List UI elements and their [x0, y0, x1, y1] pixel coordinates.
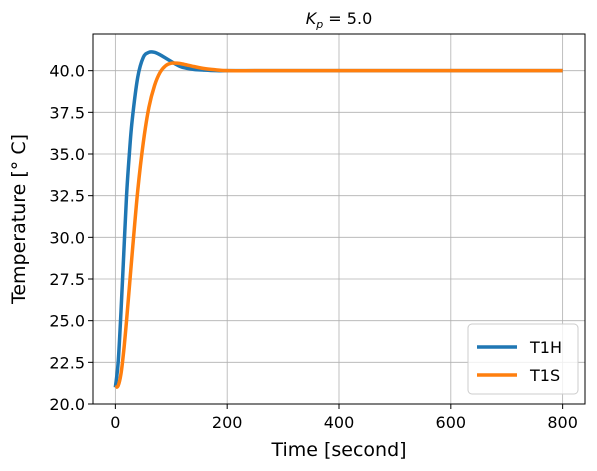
- y-axis-label: Temperature [° C]: [8, 134, 30, 305]
- x-axis-label: Time [second]: [270, 439, 406, 461]
- y-tick-label: 30.0: [49, 228, 85, 247]
- title-subscript: p: [315, 18, 323, 31]
- title-value: = 5.0: [323, 9, 372, 28]
- y-tick-label: 32.5: [49, 187, 85, 206]
- chart-title: Kp = 5.0: [306, 9, 373, 31]
- y-tick-label: 35.0: [49, 145, 85, 164]
- y-tick-label: 25.0: [49, 312, 85, 331]
- series-line-t1s: [114, 61, 563, 390]
- legend-box: [467, 323, 579, 395]
- y-tick-label: 40.0: [49, 62, 85, 81]
- y-tick-label: 20.0: [49, 395, 85, 414]
- y-tick-label: 22.5: [49, 353, 85, 372]
- axis-ticks: 0 200 400 600 800 20.0 22.5 25.0 27.5 30.0 32.5 35.…: [49, 62, 578, 432]
- y-tick-label: 27.5: [49, 270, 85, 289]
- legend-label-t1s: T1S: [529, 366, 560, 385]
- legend-label-t1h: T1H: [529, 338, 562, 357]
- x-tick-label: 0: [110, 413, 120, 432]
- title-variable: K: [306, 9, 318, 28]
- legend: T1H T1S: [467, 323, 579, 395]
- x-tick-label: 400: [324, 413, 355, 432]
- y-tick-label: 37.5: [49, 103, 85, 122]
- series-layer: [113, 50, 563, 390]
- x-tick-label: 600: [436, 413, 467, 432]
- x-tick-label: 800: [547, 413, 578, 432]
- x-tick-label: 200: [212, 413, 243, 432]
